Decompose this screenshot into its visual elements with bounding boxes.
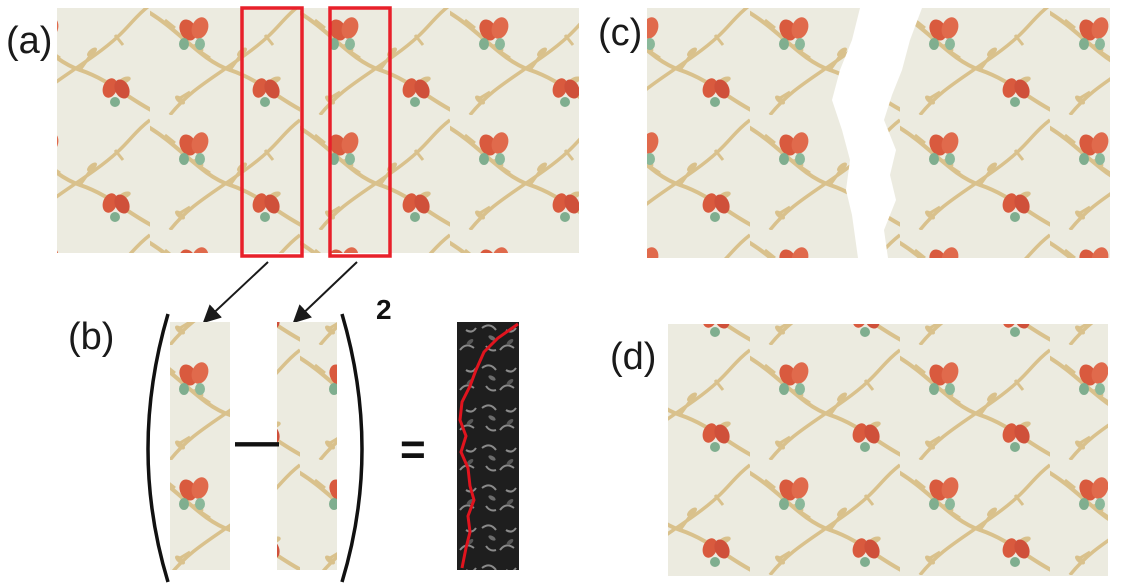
panel-label-a: (a): [6, 22, 52, 60]
left-bracket: [148, 314, 168, 582]
panel-c-right-block: [884, 8, 1110, 258]
panel-label-b: (b): [68, 318, 114, 356]
strip-left: [170, 322, 230, 570]
minus-sign: —: [235, 420, 279, 464]
arrow-left: [204, 262, 268, 322]
exponent-two: 2: [376, 296, 392, 324]
panel-c-left-block: [647, 8, 860, 258]
right-bracket: [342, 314, 362, 582]
panel-label-c: (c): [598, 14, 642, 52]
panel-d-texture: [668, 324, 1108, 576]
arrow-right: [294, 262, 357, 322]
panel-a-texture: [57, 8, 579, 253]
equals-sign: =: [400, 428, 426, 472]
error-map: [457, 322, 519, 570]
panel-label-d: (d): [610, 338, 656, 376]
strip-right: [277, 322, 337, 570]
